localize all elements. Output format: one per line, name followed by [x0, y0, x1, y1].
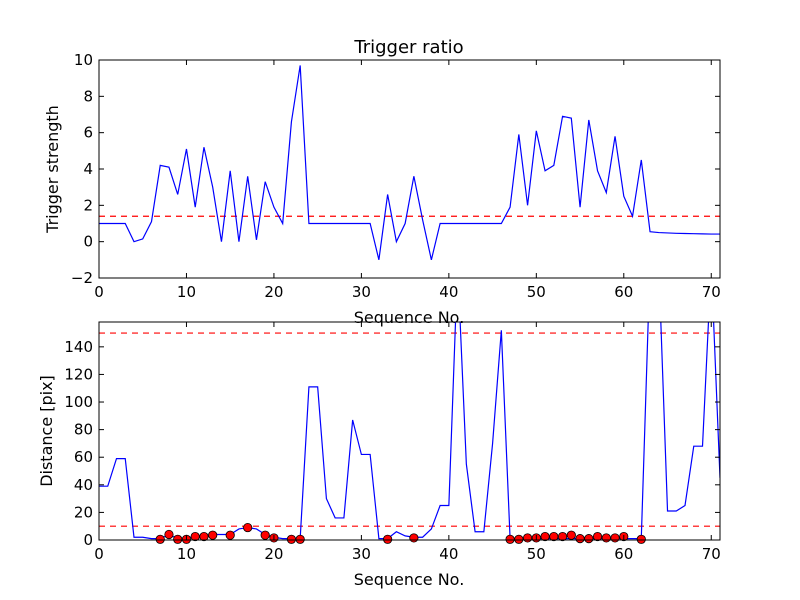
bottom-chart-marker-point	[540, 531, 550, 542]
bottom-chart-ytick-label: 140	[64, 338, 93, 356]
bottom-chart-plot-area	[99, 322, 720, 540]
bottom-chart-markers	[155, 522, 646, 544]
bottom-chart-marker-point	[505, 534, 515, 544]
top-chart-xtick-label: 0	[94, 283, 104, 301]
bottom-chart-marker-point	[208, 530, 218, 540]
bottom-chart-ytick-label: 0	[83, 531, 93, 549]
bottom-chart-marker-point	[601, 533, 611, 543]
bottom-chart-marker-point	[522, 533, 533, 543]
bottom-chart-marker-point	[557, 531, 568, 542]
top-chart-xtick-label: 20	[264, 283, 283, 301]
top-chart-xtick-label: 70	[702, 283, 721, 301]
top-chart-ytick-label: 8	[83, 87, 93, 105]
top-chart-ytick-label: 0	[83, 233, 93, 251]
top-chart-series-line-0	[99, 65, 720, 260]
bottom-chart-xtick-label: 30	[352, 545, 371, 563]
bottom-chart-marker-point	[610, 533, 620, 543]
bottom-chart-marker-point	[566, 530, 576, 540]
bottom-chart-marker-point	[383, 534, 393, 544]
bottom-chart-xlabel: Sequence No.	[354, 570, 465, 589]
top-chart-frame	[98, 59, 721, 279]
top-chart-xtick-label: 60	[614, 283, 633, 301]
bottom-chart: 0 10 20 30 40 50 60 70 0 20 40 60 80 100 120 140	[64, 321, 721, 563]
bottom-chart-marker-point	[199, 531, 209, 542]
bottom-chart-marker-point	[225, 530, 235, 540]
top-chart-xtick-label: 30	[352, 283, 371, 301]
bottom-chart-xtick-label: 0	[94, 545, 104, 563]
bottom-chart-marker-point	[155, 534, 165, 544]
bottom-chart-ytick-label: 120	[64, 365, 93, 383]
top-chart-ytick-label: 10	[74, 51, 93, 69]
top-chart-xtick-label: 10	[177, 283, 196, 301]
bottom-chart-xtick-label: 60	[614, 545, 633, 563]
top-chart-title: Trigger ratio	[353, 37, 463, 58]
bottom-chart-marker-point	[409, 533, 419, 543]
bottom-chart-xtick-label: 70	[702, 545, 721, 563]
bottom-chart-xtick-label: 20	[264, 545, 283, 563]
bottom-chart-marker-point	[514, 534, 524, 544]
bottom-chart-ylabel: Distance [pix]	[37, 375, 56, 487]
top-chart-ytick-label: 4	[83, 160, 93, 178]
bottom-chart-frame	[98, 321, 721, 541]
bottom-chart-ytick-label: 40	[74, 476, 93, 494]
bottom-chart-series-line-0	[99, 322, 720, 540]
top-chart-xlabel: Sequence No.	[354, 308, 465, 327]
bottom-chart-xtick-label: 50	[527, 545, 546, 563]
bottom-chart-marker-point	[549, 531, 559, 542]
top-chart-ylabel: Trigger strength	[43, 105, 62, 234]
top-chart-ytick-label: −2	[71, 269, 93, 287]
bottom-chart-marker-point	[243, 522, 253, 533]
top-chart-ytick-label: 6	[83, 124, 93, 142]
bottom-chart-ytick-label: 60	[74, 448, 93, 466]
bottom-chart-ytick-label: 100	[64, 393, 93, 411]
bottom-chart-marker-point	[173, 534, 183, 544]
top-chart-xtick-label: 40	[439, 283, 458, 301]
bottom-chart-xtick-label: 40	[439, 545, 458, 563]
bottom-chart-marker-point	[295, 534, 305, 544]
top-chart-plot-area	[99, 65, 720, 260]
bottom-chart-marker-point	[190, 531, 200, 542]
bottom-chart-marker-point	[164, 529, 174, 540]
bottom-chart-marker-point	[584, 534, 594, 544]
bottom-chart-ytick-label: 80	[74, 421, 93, 439]
bottom-chart-marker-point	[286, 534, 297, 544]
top-chart-ytick-label: 2	[83, 196, 93, 214]
bottom-chart-xtick-label: 10	[177, 545, 196, 563]
bottom-chart-marker-point	[260, 530, 270, 540]
bottom-chart-ytick-label: 20	[74, 503, 93, 521]
bottom-chart-marker-point	[575, 534, 585, 544]
bottom-chart-marker-point	[636, 534, 646, 544]
bottom-chart-marker-point	[592, 531, 603, 542]
top-chart-xtick-label: 50	[527, 283, 546, 301]
